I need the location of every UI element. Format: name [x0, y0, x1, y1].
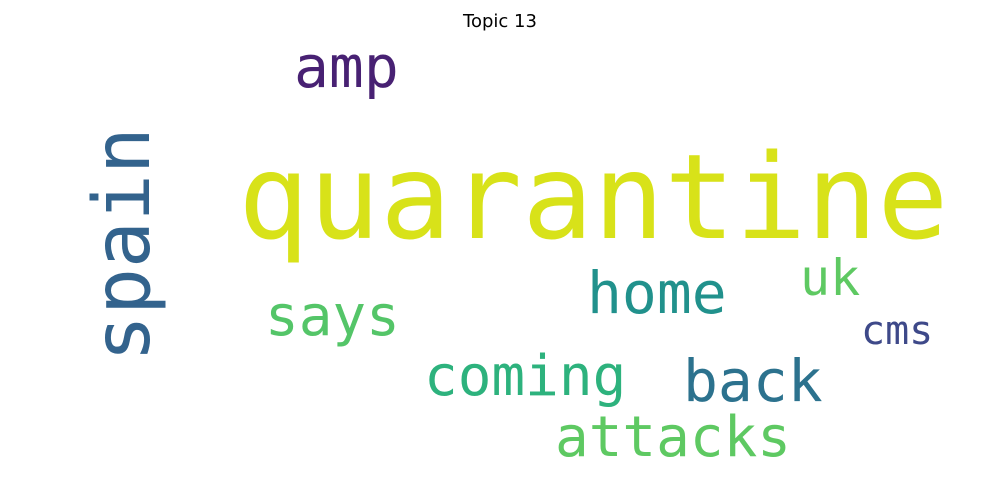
word-attacks: attacks: [555, 405, 792, 470]
word-spain: spain: [78, 127, 168, 362]
word-quarantine: quarantine: [238, 128, 949, 266]
word-coming: coming: [424, 344, 627, 409]
word-home: home: [587, 259, 727, 327]
word-amp: amp: [294, 33, 399, 101]
word-cms: cms: [861, 308, 934, 354]
word-says: says: [265, 284, 400, 349]
word-back: back: [683, 347, 823, 415]
page-title: Topic 13: [463, 11, 537, 32]
word-uk: uk: [800, 249, 861, 307]
